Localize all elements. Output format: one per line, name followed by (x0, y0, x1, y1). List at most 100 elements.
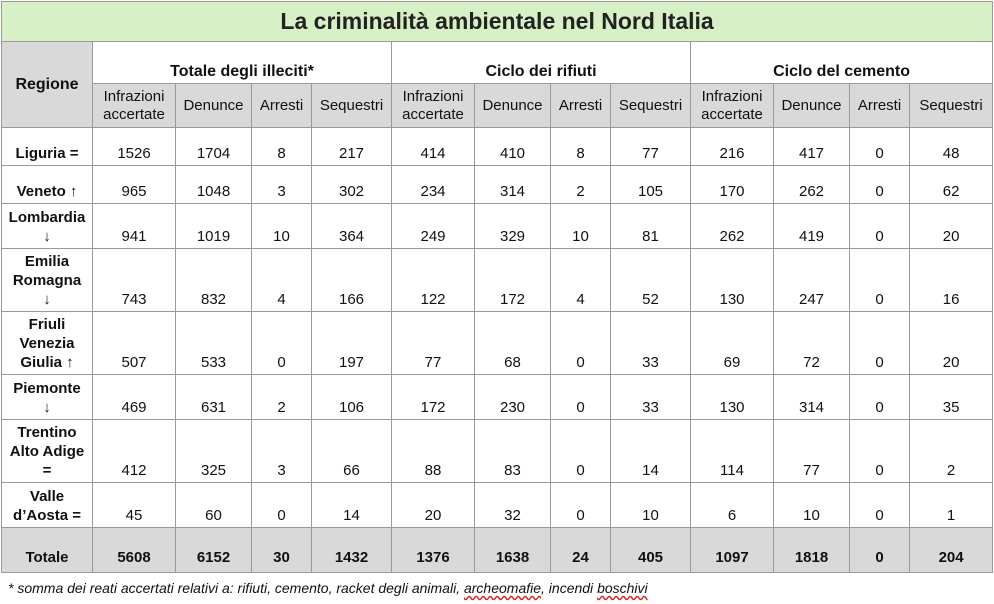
group-header-rifiuti: Ciclo dei rifiuti (391, 41, 691, 84)
value-cell: 631 (175, 374, 252, 420)
column-header-line: Sequestri (319, 96, 384, 114)
value-cell: 48 (908, 127, 994, 166)
value-cell: 14 (311, 482, 392, 528)
value-cell: 172 (474, 248, 551, 312)
column-header-line: Sequestri (618, 96, 683, 114)
total-value-cell: 0 (849, 527, 910, 573)
total-value-cell: 1638 (474, 527, 551, 573)
value-cell: 302 (311, 165, 392, 204)
table-row: Piemonte ↓ 469 631 2 106 172 230 0 33 130 314 0 35 (1, 374, 994, 420)
total-value-cell: 405 (610, 527, 691, 573)
value-cell: 410 (474, 127, 551, 166)
value-cell: 83 (474, 419, 551, 483)
value-cell: 533 (175, 311, 252, 375)
total-value-cell: 1376 (391, 527, 475, 573)
column-header: Infrazioni accertate (92, 83, 176, 128)
value-cell: 314 (474, 165, 551, 204)
column-header-line: accertate (402, 105, 464, 123)
value-cell: 0 (849, 482, 910, 528)
value-cell: 106 (311, 374, 392, 420)
column-header-line: Sequestri (919, 96, 983, 114)
value-cell: 172 (391, 374, 475, 420)
sub-header-row: Infrazioni accertate Denunce Arresti Sequest… (2, 83, 994, 128)
value-cell: 230 (474, 374, 551, 420)
value-cell: 314 (773, 374, 850, 420)
value-cell: 743 (92, 248, 176, 312)
value-cell: 8 (550, 127, 611, 166)
column-header: Infrazioni accertate (391, 83, 475, 128)
value-cell: 0 (849, 127, 910, 166)
region-line: Liguria = (15, 145, 79, 162)
column-header: Infrazioni accertate (690, 83, 774, 128)
value-cell: 10 (550, 203, 611, 249)
value-cell: 77 (391, 311, 475, 375)
value-cell: 6 (690, 482, 774, 528)
value-cell: 16 (908, 248, 994, 312)
table-row: Liguria = 1526 1704 8 217 414 410 8 77 216 417 0 48 (1, 127, 994, 166)
value-cell: 10 (251, 203, 312, 249)
value-cell: 130 (690, 374, 774, 420)
value-cell: 197 (311, 311, 392, 375)
region-line: Romagna (12, 272, 82, 289)
value-cell: 170 (690, 165, 774, 204)
column-header-line: accertate (103, 105, 165, 123)
total-value-cell: 24 (550, 527, 611, 573)
value-cell: 469 (92, 374, 176, 420)
region-line: ↓ (43, 399, 51, 416)
column-header: Arresti (550, 83, 611, 128)
value-cell: 8 (251, 127, 312, 166)
region-line: d’Aosta = (13, 507, 81, 524)
region-cell: Valle d’Aosta = (1, 482, 93, 528)
value-cell: 262 (773, 165, 850, 204)
value-cell: 20 (908, 203, 994, 249)
column-header-line: Denunce (781, 96, 842, 114)
value-cell: 0 (550, 374, 611, 420)
column-header: Denunce (773, 83, 850, 128)
value-cell: 417 (773, 127, 850, 166)
column-header: Sequestri (311, 83, 392, 128)
value-cell: 62 (908, 165, 994, 204)
total-value-cell: 6152 (175, 527, 252, 573)
total-value-cell: 30 (251, 527, 312, 573)
column-header: Sequestri (610, 83, 691, 128)
value-cell: 3 (251, 165, 312, 204)
value-cell: 35 (908, 374, 994, 420)
value-cell: 414 (391, 127, 475, 166)
value-cell: 329 (474, 203, 551, 249)
value-cell: 1526 (92, 127, 176, 166)
crime-table: La criminalità ambientale nel Nord Itali… (0, 1, 994, 573)
value-cell: 0 (251, 482, 312, 528)
value-cell: 234 (391, 165, 475, 204)
region-line: Trentino (17, 424, 77, 441)
value-cell: 364 (311, 203, 392, 249)
value-cell: 2 (550, 165, 611, 204)
column-header-line: Infrazioni (103, 87, 165, 105)
value-cell: 941 (92, 203, 176, 249)
value-cell: 412 (92, 419, 176, 483)
value-cell: 249 (391, 203, 475, 249)
table-row: Friuli Venezia Giulia ↑ 507 533 0 197 77 68 0 33 69… (1, 311, 994, 375)
value-cell: 0 (849, 165, 910, 204)
column-header-line: Denunce (482, 96, 543, 114)
table-row: Emilia Romagna ↓ 743 832 4 166 122 172 4 52 130 247 0… (1, 248, 994, 312)
value-cell: 105 (610, 165, 691, 204)
total-row: Totale 5608 6152 30 1432 1376 1638 24 405 1097 18… (1, 527, 994, 573)
column-header-line: Arresti (857, 96, 902, 114)
value-cell: 1 (908, 482, 994, 528)
table-row: Veneto ↑ 965 1048 3 302 234 314 2 105 170 262 0 62 (1, 165, 994, 204)
value-cell: 166 (311, 248, 392, 312)
region-line: Veneto ↑ (16, 183, 78, 200)
value-cell: 14 (610, 419, 691, 483)
total-value-cell: 1432 (311, 527, 392, 573)
region-cell: Friuli Venezia Giulia ↑ (1, 311, 93, 375)
total-label: Totale (1, 527, 93, 573)
footnote-word-archeomafie: archeomafie (463, 580, 542, 596)
column-header: Arresti (251, 83, 312, 128)
total-value-cell: 5608 (92, 527, 176, 573)
region-header: Regione (1, 41, 93, 128)
region-line: ↓ (43, 291, 51, 308)
region-cell: Veneto ↑ (1, 165, 93, 204)
value-cell: 32 (474, 482, 551, 528)
value-cell: 88 (391, 419, 475, 483)
table-row: Valle d’Aosta = 45 60 0 14 20 32 0 10 6 10 0 1 (1, 482, 994, 528)
